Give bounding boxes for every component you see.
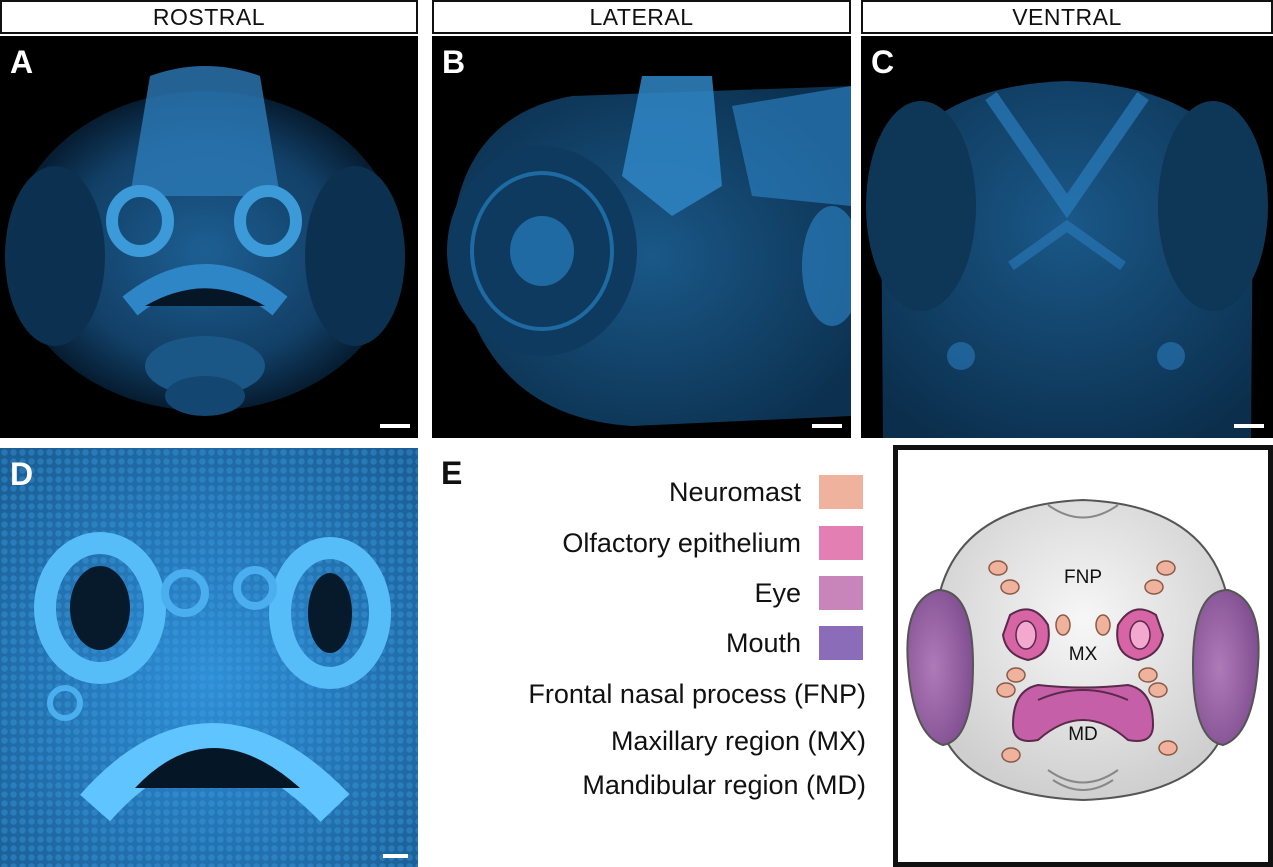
legend-item-olfactory-epithelium: Olfactory epithelium	[562, 526, 801, 560]
legend-label: Eye	[754, 577, 801, 608]
panel-a-rostral-micrograph: A	[0, 36, 418, 438]
face-schematic-diagram: FNP MX MD	[893, 445, 1273, 867]
right-eye-shape	[1191, 588, 1260, 747]
header-lateral: LATERAL	[432, 0, 851, 34]
header-ventral: VENTRAL	[861, 0, 1273, 34]
legend-label: Neuromast	[668, 476, 801, 507]
md-label: MD	[1068, 724, 1098, 745]
mouth-shape	[1011, 683, 1155, 742]
face-schematic-svg: FNP MX MD	[906, 498, 1260, 802]
legend-label: Mouth	[725, 627, 801, 658]
lateral-head-image	[447, 76, 851, 426]
scale-bar-b	[812, 424, 842, 428]
region-label-md: Mandibular region (MD)	[582, 770, 866, 800]
panel-e-letter: E	[441, 455, 463, 491]
legend-item-mouth: Mouth	[726, 626, 801, 660]
ventral-head-image	[866, 81, 1268, 438]
closeup-face-image	[0, 448, 418, 867]
left-eye-shape	[906, 588, 975, 747]
neuromasts-group	[988, 560, 1178, 763]
region-label-mx: Maxillary region (MX)	[610, 726, 866, 756]
legend-swatch-mouth	[819, 626, 863, 660]
fnp-label: FNP	[1064, 567, 1102, 588]
panel-b-lateral-micrograph: B	[432, 36, 851, 438]
legend-swatch-neuromast	[819, 475, 863, 509]
legend-swatch-eye	[819, 576, 863, 610]
panel-c-letter: C	[871, 44, 895, 80]
legend-swatch-olfactory-epithelium	[819, 526, 863, 560]
rostral-head-image	[5, 66, 405, 416]
legend-label: Olfactory epithelium	[562, 527, 801, 558]
header-ventral-label: VENTRAL	[1012, 3, 1122, 30]
header-lateral-label: LATERAL	[589, 3, 694, 30]
legend-item-neuromast: Neuromast	[669, 475, 801, 509]
region-label-fnp: Frontal nasal process (FNP)	[528, 679, 866, 709]
panel-c-ventral-micrograph: C	[861, 36, 1273, 438]
scale-bar-d	[383, 854, 408, 858]
scale-bar-c	[1234, 424, 1264, 428]
panel-d-closeup-micrograph: D	[0, 448, 418, 867]
mx-label: MX	[1069, 644, 1098, 665]
panel-a-letter: A	[10, 44, 34, 80]
scale-bar-a	[380, 424, 410, 428]
header-rostral-label: ROSTRAL	[152, 3, 266, 30]
panel-b-letter: B	[442, 44, 466, 80]
panel-d-letter: D	[10, 456, 34, 492]
header-rostral: ROSTRAL	[0, 0, 418, 34]
legend-item-eye: Eye	[754, 576, 801, 610]
